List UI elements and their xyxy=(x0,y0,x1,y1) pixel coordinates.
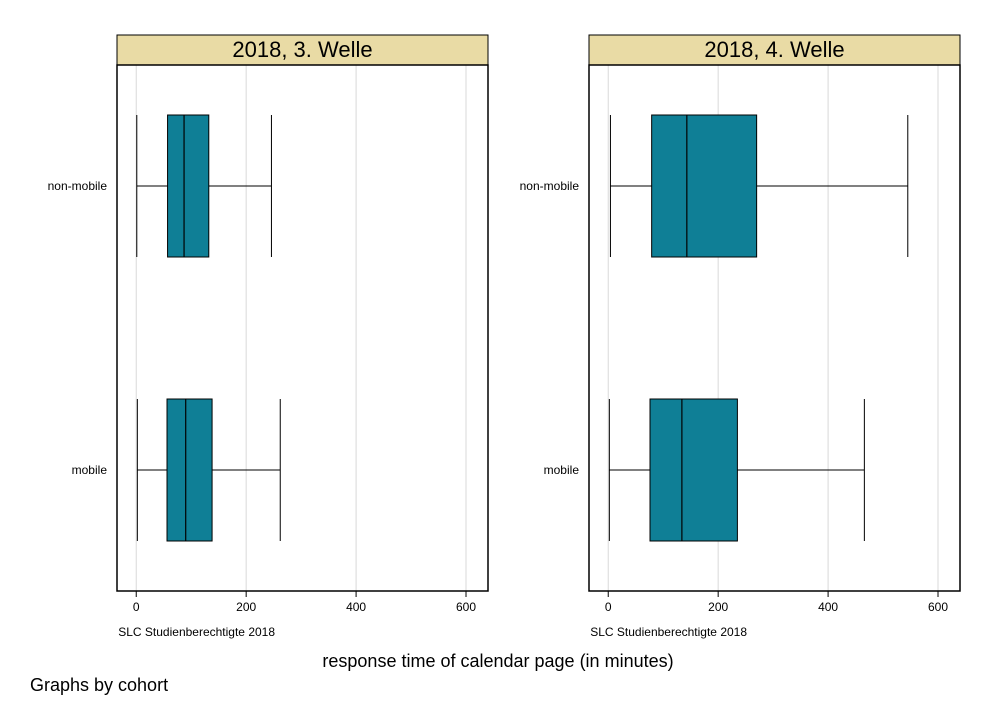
x-tick-label: 600 xyxy=(928,600,948,614)
category-label: mobile xyxy=(544,463,580,477)
plot-area xyxy=(589,65,960,591)
x-tick-label: 0 xyxy=(133,600,140,614)
footer-note: Graphs by cohort xyxy=(30,675,168,695)
box-iqr xyxy=(649,398,738,542)
plot-frame xyxy=(116,64,489,592)
x-tick-label: 400 xyxy=(818,600,838,614)
x-tick-label: 400 xyxy=(346,600,366,614)
panel-note: SLC Studienberechtigte 2018 xyxy=(590,625,747,639)
category-label: non-mobile xyxy=(48,179,108,193)
x-axis-title: response time of calendar page (in minut… xyxy=(322,651,673,671)
x-tick-label: 600 xyxy=(456,600,476,614)
x-tick-label: 0 xyxy=(605,600,612,614)
panel-title: 2018, 4. Welle xyxy=(704,37,844,62)
box-iqr xyxy=(167,114,210,258)
panel-strip xyxy=(588,34,961,66)
category-label: mobile xyxy=(72,463,108,477)
panel-note: SLC Studienberechtigte 2018 xyxy=(118,625,275,639)
category-label: non-mobile xyxy=(520,179,580,193)
box-iqr xyxy=(651,114,758,258)
panel-strip xyxy=(116,34,489,66)
panel-title: 2018, 3. Welle xyxy=(232,37,372,62)
x-tick-label: 200 xyxy=(708,600,728,614)
box-iqr xyxy=(166,398,213,542)
plot-frame xyxy=(588,64,961,592)
x-tick-label: 200 xyxy=(236,600,256,614)
